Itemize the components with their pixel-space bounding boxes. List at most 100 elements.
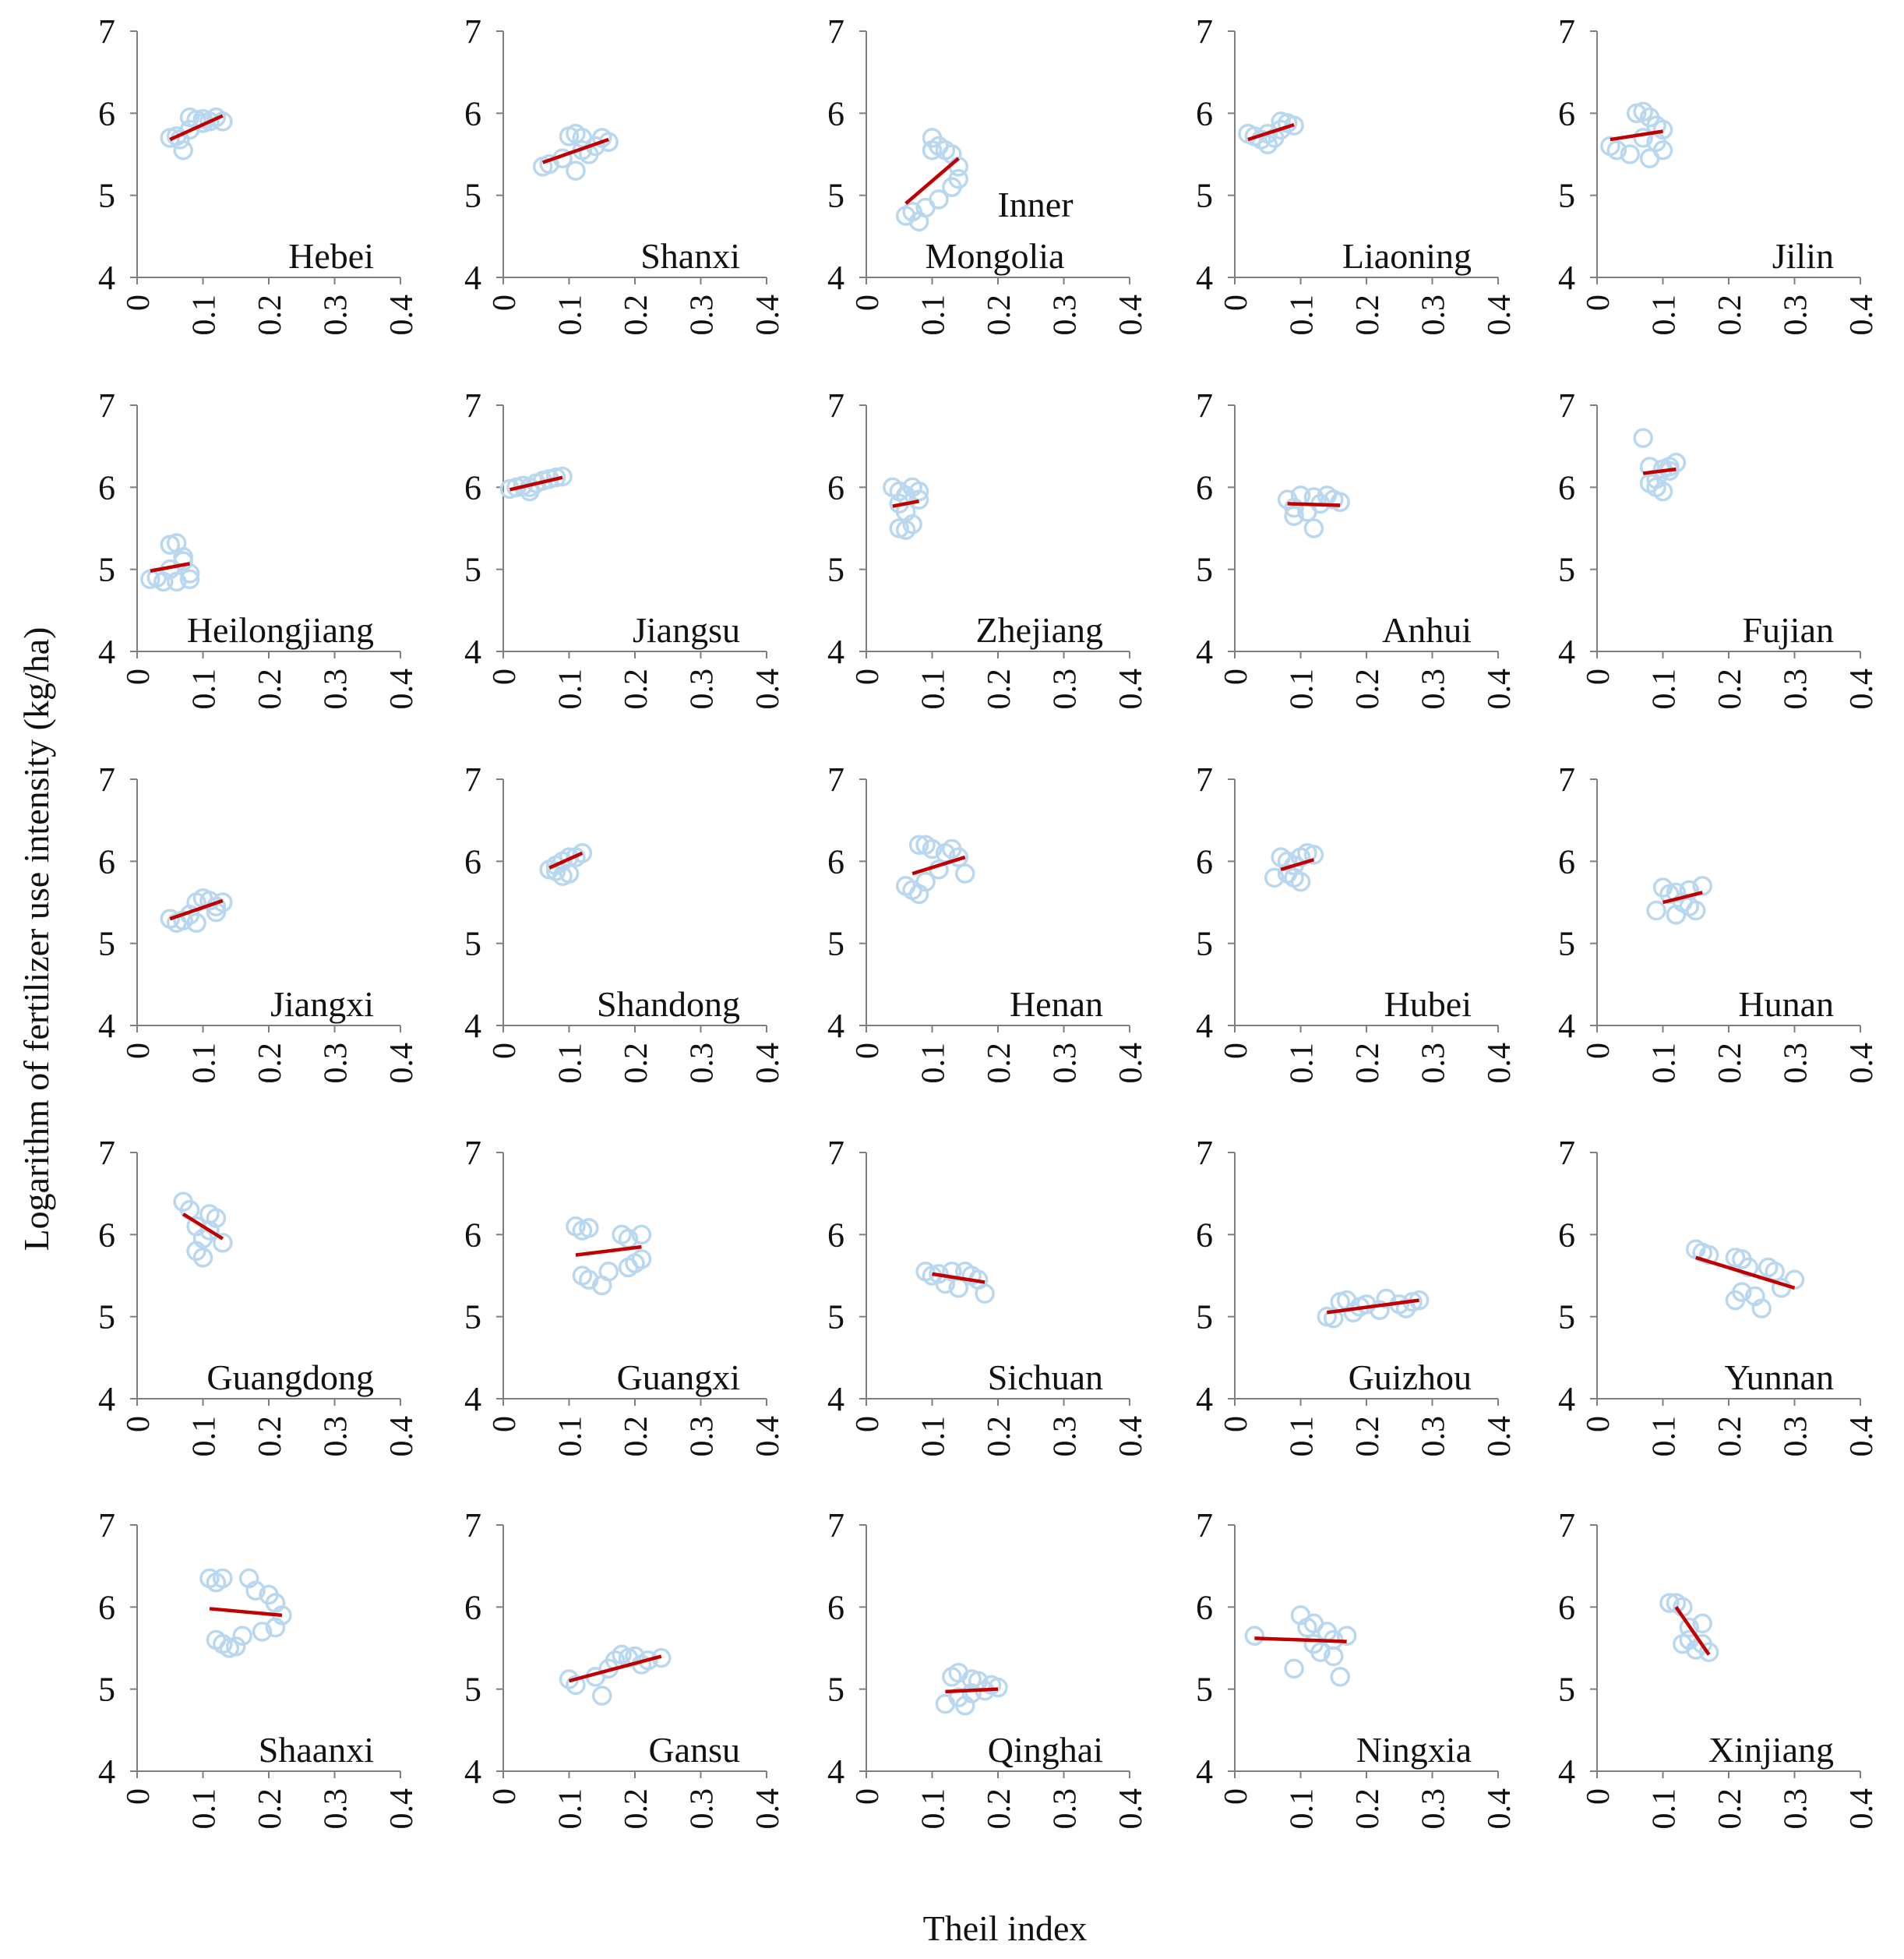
trend-line: [568, 1654, 662, 1683]
y-tick-label: 5: [1558, 1671, 1575, 1709]
x-tick-label: 0.4: [1482, 1788, 1518, 1830]
panel-guangdong: 4 5 6 7 0 0.1 0.2 0.3 0.4 Guangdong: [98, 1134, 420, 1457]
y-tick-label: 4: [1558, 1007, 1575, 1045]
panel-title: Hubei: [1384, 984, 1472, 1024]
x-tick-label: 0.3: [1048, 295, 1084, 336]
panel-shanxi: 4 5 6 7 0 0.1 0.2 0.3 0.4 Shanxi: [464, 12, 786, 336]
panel-title: Heilongjiang: [187, 610, 374, 650]
y-tick-label: 6: [464, 468, 481, 507]
panel-xinjiang: 4 5 6 7 0 0.1 0.2 0.3 0.4 Xinjiang: [1558, 1506, 1880, 1830]
x-tick-label: 0: [850, 1788, 886, 1805]
x-tick-label: 0.2: [1350, 1416, 1386, 1457]
x-tick-label: 0.4: [1113, 1043, 1149, 1084]
y-tick-label: 6: [464, 1216, 481, 1254]
y-tick-label: 5: [827, 1298, 844, 1336]
data-point: [1284, 506, 1304, 526]
x-tick-label: 0.4: [1844, 295, 1880, 336]
panel-heilongjiang: 4 5 6 7 0 0.1 0.2 0.3 0.4 Heilongjiang: [98, 387, 420, 710]
panel-title: Guizhou: [1349, 1357, 1472, 1397]
y-tick-label: 5: [827, 925, 844, 963]
data-point: [1633, 128, 1653, 148]
y-tick-label: 4: [98, 259, 115, 297]
y-tick-label: 5: [1196, 1671, 1213, 1709]
x-tick-label: 0.4: [1482, 1043, 1518, 1084]
x-tick-label: 0.3: [1416, 1043, 1452, 1084]
x-tick-label: 0.4: [750, 1416, 786, 1457]
x-tick-label: 0.2: [1350, 669, 1386, 710]
data-point: [1264, 867, 1285, 888]
data-point: [1271, 119, 1291, 140]
x-tick-label: 0.2: [252, 1416, 288, 1457]
y-tick-label: 4: [1558, 1380, 1575, 1418]
data-point: [579, 1218, 599, 1238]
x-tick-label: 0.2: [252, 295, 288, 336]
panel-title: Jilin: [1772, 236, 1834, 276]
panel-gansu: 4 5 6 7 0 0.1 0.2 0.3 0.4 Gansu: [464, 1506, 786, 1830]
data-point: [908, 489, 929, 510]
panel-title: Qinghai: [988, 1730, 1103, 1770]
data-point: [552, 466, 573, 487]
data-point: [1639, 148, 1660, 169]
y-tick-label: 7: [1196, 12, 1213, 51]
data-point: [948, 847, 969, 867]
x-tick-label: 0.3: [1048, 669, 1084, 710]
y-tick-label: 6: [464, 94, 481, 132]
trend-line: [1247, 122, 1295, 142]
x-tick-label: 0.3: [319, 1416, 354, 1457]
data-point: [631, 1224, 652, 1245]
y-tick-label: 6: [98, 1216, 115, 1254]
data-point: [942, 1261, 962, 1282]
x-tick-label: 0.4: [1113, 669, 1149, 710]
x-tick-label: 0.3: [685, 1416, 721, 1457]
y-tick-label: 7: [464, 12, 481, 51]
x-tick-label: 0.1: [187, 669, 223, 710]
x-tick-label: 0: [487, 1416, 523, 1432]
x-tick-label: 0.2: [1712, 669, 1748, 710]
data-point: [598, 1261, 619, 1282]
data-point: [173, 139, 193, 161]
y-tick-label: 7: [464, 761, 481, 799]
panel-shaanxi: 4 5 6 7 0 0.1 0.2 0.3 0.4 Shaanxi: [98, 1506, 420, 1830]
x-tick-label: 0.1: [1647, 1788, 1683, 1830]
x-tick-label: 0.3: [319, 669, 354, 710]
trend-line: [150, 562, 191, 573]
y-tick-label: 4: [1196, 633, 1213, 671]
y-tick-label: 5: [464, 177, 481, 215]
trend-line: [945, 1687, 999, 1694]
data-point: [929, 1264, 949, 1284]
y-tick-label: 5: [1196, 551, 1213, 589]
panel-henan: 4 5 6 7 0 0.1 0.2 0.3 0.4 Henan: [827, 761, 1149, 1084]
y-tick-label: 4: [827, 1753, 844, 1791]
data-point: [1646, 900, 1666, 921]
data-point: [1666, 882, 1687, 903]
y-tick-label: 7: [1558, 1134, 1575, 1172]
data-point: [213, 1568, 233, 1589]
x-tick-label: 0.3: [319, 295, 354, 336]
panel-title: Inner: [997, 185, 1073, 224]
y-tick-label: 7: [1196, 761, 1213, 799]
trend-line: [169, 898, 224, 921]
panel-jiangsu: 4 5 6 7 0 0.1 0.2 0.3 0.4 Jiangsu: [464, 387, 786, 710]
x-tick-label: 0.3: [1779, 1788, 1814, 1830]
y-tick-label: 7: [464, 1134, 481, 1172]
x-tick-label: 0.4: [750, 295, 786, 336]
y-tick-label: 5: [98, 1298, 115, 1336]
y-tick-label: 7: [1558, 12, 1575, 51]
x-tick-label: 0: [487, 669, 523, 685]
x-tick-label: 0.1: [1647, 669, 1683, 710]
x-tick-label: 0: [1218, 295, 1254, 311]
y-tick-label: 7: [827, 1506, 844, 1544]
data-point: [592, 1685, 612, 1706]
x-tick-label: 0: [1218, 1043, 1254, 1059]
x-tick-label: 0.3: [685, 295, 721, 336]
x-tick-label: 0.1: [1285, 669, 1320, 710]
data-point: [1751, 1298, 1772, 1318]
x-tick-label: 0.1: [1647, 295, 1683, 336]
x-tick-label: 0.4: [384, 1788, 420, 1830]
panel-title: Shandong: [597, 984, 740, 1024]
y-tick-label: 5: [464, 925, 481, 963]
data-point: [1698, 1244, 1719, 1265]
trend-line: [1280, 858, 1315, 872]
x-tick-label: 0: [487, 1788, 523, 1805]
